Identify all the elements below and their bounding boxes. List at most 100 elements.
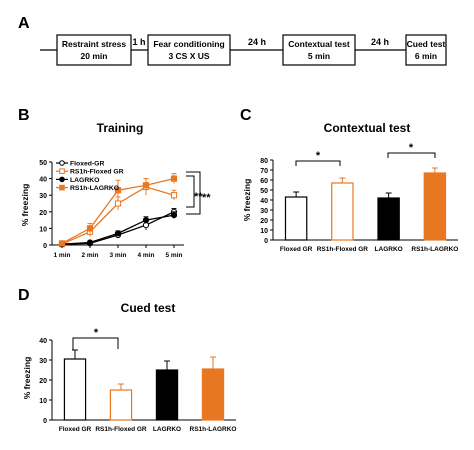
chart-d-y-tick-label: 10 [39, 398, 47, 405]
chart-c-y-tick-label: 50 [260, 188, 268, 195]
chart-b-y-tick-label: 30 [39, 193, 47, 200]
chart-b-y-tick-label: 50 [39, 160, 47, 167]
chart-b-data-point [170, 192, 178, 199]
chart-b-data-point [58, 240, 66, 247]
chart-d-sig-label: * [94, 327, 99, 339]
step-box-restraint [56, 34, 132, 66]
chart-b-data-point [142, 182, 150, 189]
chart-d-y-tick-label: 30 [39, 358, 47, 365]
panel-d-letter: D [18, 287, 30, 304]
chart-b-data-point [170, 212, 178, 219]
chart-b-x-tick-label: 3 min [110, 252, 127, 259]
chart-b-sig-bracket-inner [186, 175, 195, 208]
chart-c-title: Contextual test [324, 121, 411, 135]
gap-label-2: 24 h [248, 37, 266, 47]
chart-c-x-tick-label: RS1h-LAGRKO [411, 246, 458, 253]
step-1-line2: 20 min [81, 51, 108, 61]
chart-b-plot: 0 10 20 30 40 50 1 min 2 min 3 min 4 min 5 min Flox… [39, 160, 184, 259]
chart-c-plot: 0 10 20 30 40 50 60 70 80 Floxed GR RS1h-Floxed GR… [260, 158, 458, 253]
chart-c-ylabel: % freezing [242, 179, 252, 222]
chart-c-sig-label-2: * [409, 142, 414, 154]
chart-b-data-point [114, 230, 122, 237]
chart-c-bar [423, 172, 447, 241]
chart-d-sig-bracket [72, 337, 119, 350]
chart-d-plot: 0 10 20 30 40 Floxed GR RS1h-Floxed GR LAGRKO RS… [39, 338, 236, 433]
chart-b-data-point [114, 200, 122, 207]
chart-c-y-tick-label: 30 [260, 208, 268, 215]
chart-c-bar [284, 196, 308, 241]
chart-d-y-tick-label: 0 [43, 418, 47, 425]
chart-b-sig-label-1: ** [194, 191, 203, 203]
chart-b-y-tick-label: 0 [43, 243, 47, 250]
panel-b: B Training % freezing 0 10 20 30 40 50 1 min 2 … [18, 107, 211, 259]
chart-b-legend-swatch-marker [59, 176, 65, 183]
chart-c-x-tick-label: RS1h-Floxed GR [317, 246, 369, 253]
gap-label-1: 1 h [132, 37, 145, 47]
step-4-line2: 6 min [415, 51, 437, 61]
chart-b-legend-swatch-marker [59, 168, 65, 174]
step-2-line1: Fear conditioning [153, 39, 224, 49]
chart-c-y-tick-label: 40 [260, 198, 268, 205]
chart-d-bar [109, 389, 133, 421]
chart-b-data-point [86, 239, 94, 246]
step-4-line1: Cued test [407, 39, 446, 49]
chart-b-legend-label: Floxed-GR [70, 161, 104, 168]
chart-c-y-tick-label: 80 [260, 158, 268, 165]
chart-d-bar [155, 369, 179, 421]
chart-b-legend-label: LAGRKO [70, 177, 99, 184]
chart-c-sig-bracket-2 [387, 152, 436, 158]
step-box-contextual [282, 34, 356, 66]
panel-a-letter: A [18, 15, 30, 32]
chart-b-sig-label-2: ** [202, 192, 211, 204]
panel-d: D Cued test % freezing 0 10 20 30 40 Floxed G… [18, 287, 236, 433]
chart-b-data-point [142, 217, 150, 224]
chart-b-legend-label: RS1h-Floxed GR [70, 169, 124, 176]
chart-c-y-tick-label: 0 [264, 238, 268, 245]
chart-b-x-tick-label: 2 min [82, 252, 99, 259]
step-3-line2: 5 min [308, 51, 330, 61]
chart-c-y-tick-label: 10 [260, 228, 268, 235]
chart-d-y-tick-label: 20 [39, 378, 47, 385]
chart-d-x-tick-label: Floxed GR [59, 426, 92, 433]
chart-b-data-point [86, 225, 94, 232]
chart-c-sig-bracket-1 [295, 160, 341, 166]
chart-d-x-tick-label: RS1h-Floxed GR [95, 426, 147, 433]
chart-b-data-point [170, 175, 178, 182]
chart-b-x-tick-label: 1 min [54, 252, 71, 259]
step-1-line1: Restraint stress [62, 39, 127, 49]
chart-d-y-tick-label: 40 [39, 338, 47, 345]
chart-c-y-tick-label: 70 [260, 168, 268, 175]
step-3-line1: Contextual test [288, 39, 350, 49]
chart-d-x-tick-label: LAGRKO [153, 426, 181, 433]
chart-c-y-tick-label: 20 [260, 218, 268, 225]
chart-d-x-tick-label: RS1h-LAGRKO [190, 426, 237, 433]
chart-b-ylabel: % freezing [20, 184, 30, 227]
chart-b-y-tick-label: 40 [39, 177, 47, 184]
chart-b-sig-bracket-outer [186, 171, 201, 215]
gap-label-3: 24 h [371, 37, 389, 47]
chart-b-legend-label: RS1h-LAGRKO [70, 185, 119, 192]
chart-c-x-tick-label: Floxed GR [280, 246, 313, 253]
chart-b-y-tick-label: 10 [39, 226, 47, 233]
chart-b-x-tick-label: 4 min [138, 252, 155, 259]
panel-c: C Contextual test % freezing 0 10 20 30 40 50… [240, 107, 458, 253]
chart-d-title: Cued test [121, 301, 176, 315]
step-box-cued [405, 34, 447, 66]
step-2-line2: 3 CS X US [168, 51, 209, 61]
chart-c-sig-label-1: * [316, 150, 321, 162]
chart-c-x-tick-label: LAGRKO [375, 246, 403, 253]
chart-c-bar [331, 182, 354, 241]
chart-b-series-line [61, 211, 175, 245]
panel-c-letter: C [240, 107, 252, 124]
chart-b-data-point [114, 187, 122, 194]
chart-c-bar [377, 197, 400, 241]
panel-a: A Restraint stress 20 min Fear condition… [18, 15, 447, 66]
chart-c-y-tick-label: 60 [260, 178, 268, 185]
panel-b-letter: B [18, 107, 30, 124]
chart-d-bar [63, 358, 87, 421]
chart-d-ylabel: % freezing [22, 357, 32, 400]
step-box-conditioning [147, 34, 231, 66]
chart-b-x-tick-label: 5 min [166, 252, 183, 259]
chart-b-legend-swatch-marker [59, 184, 65, 191]
